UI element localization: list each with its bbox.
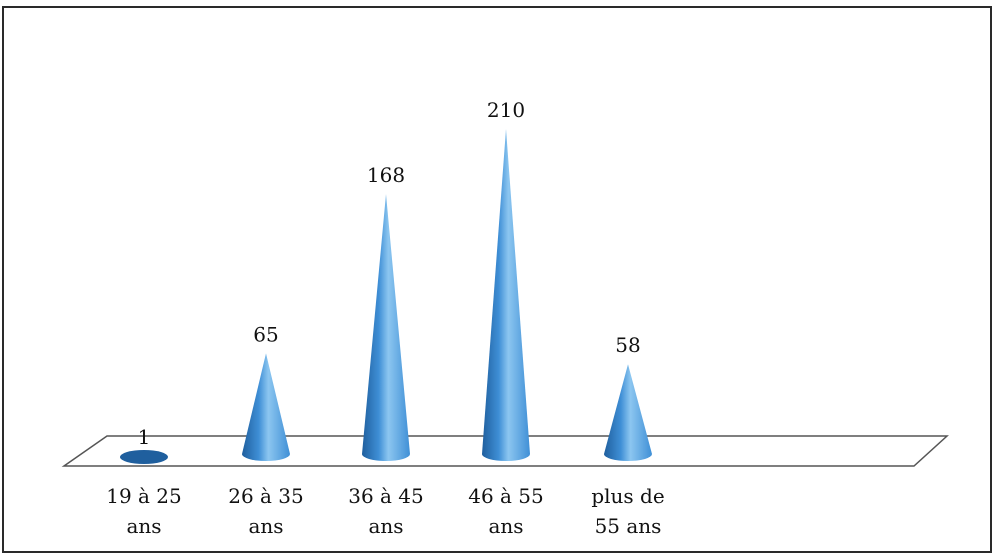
category-tick-label: 36 à 45 bbox=[348, 484, 424, 508]
category-tick-label: 46 à 55 bbox=[468, 484, 544, 508]
category-tick-label: ans bbox=[248, 514, 283, 538]
cone-bar bbox=[362, 194, 410, 461]
category-tick-label: ans bbox=[488, 514, 523, 538]
cone-bar bbox=[120, 450, 168, 464]
cone-body bbox=[482, 129, 530, 461]
cone-bar bbox=[604, 364, 652, 461]
category-tick-label: 26 à 35 bbox=[228, 484, 304, 508]
cone-bar bbox=[242, 353, 290, 461]
data-label: 168 bbox=[367, 163, 405, 187]
category-tick-label: plus de bbox=[591, 484, 664, 508]
category-tick-label: ans bbox=[126, 514, 161, 538]
cone-bar bbox=[482, 129, 530, 461]
cone-base bbox=[120, 450, 168, 464]
cone-chart: 1 19 à 25 ans 65 26 à 35 ans 168 36 à 45 ans 210 4… bbox=[61, 98, 949, 538]
category-tick-label: 19 à 25 bbox=[106, 484, 182, 508]
chart-frame: 1 19 à 25 ans 65 26 à 35 ans 168 36 à 45 ans 210 4… bbox=[2, 6, 992, 553]
data-label: 1 bbox=[138, 425, 151, 449]
data-label: 65 bbox=[253, 322, 278, 346]
category-tick-label: ans bbox=[368, 514, 403, 538]
data-label: 210 bbox=[487, 98, 525, 122]
cone-body bbox=[362, 194, 410, 461]
data-label: 58 bbox=[615, 333, 640, 357]
cone-body bbox=[604, 364, 652, 461]
category-tick-label: 55 ans bbox=[595, 514, 662, 538]
cone-body bbox=[242, 353, 290, 461]
